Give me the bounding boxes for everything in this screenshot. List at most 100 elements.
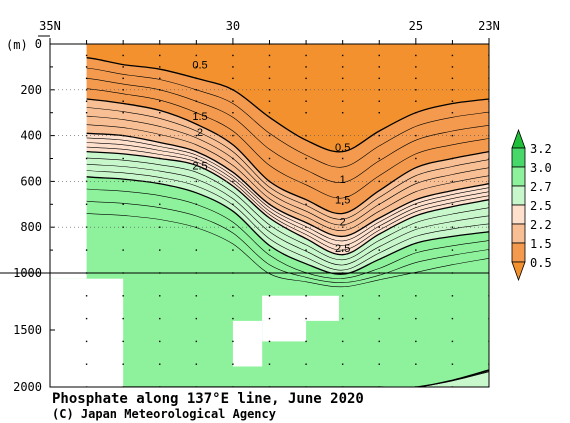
sample-point [122, 180, 124, 183]
sample-point [378, 100, 380, 102]
sample-point [195, 180, 198, 183]
sample-point [451, 295, 454, 297]
sample-point [415, 203, 417, 205]
contour-line-minor [50, 105, 489, 220]
sample-point [122, 226, 124, 228]
sample-point [159, 157, 161, 160]
sample-point [232, 226, 234, 228]
sample-point [451, 89, 454, 91]
sample-point [122, 295, 124, 297]
sample-point [305, 317, 307, 320]
sample-point [159, 134, 161, 137]
sample-point [159, 100, 161, 102]
sample-point [451, 340, 454, 343]
sample-point [378, 226, 380, 228]
colorbar-swatch [511, 242, 526, 263]
sample-point [85, 295, 88, 297]
y-tick-label: 0 [35, 37, 42, 51]
sample-point [232, 180, 234, 183]
sample-point [378, 340, 380, 343]
sample-point [195, 249, 198, 251]
missing-data-regions [50, 44, 340, 387]
sample-point [85, 66, 88, 68]
colorbar-label: 3.0 [530, 161, 552, 175]
sample-point [159, 77, 161, 80]
sample-point [232, 134, 234, 137]
sample-point [305, 340, 307, 343]
contour-line-minor [50, 154, 489, 261]
sample-point [122, 317, 124, 320]
sample-point [378, 317, 380, 320]
x-axis: 35N 30 25 23N [38, 19, 500, 44]
sample-point [195, 89, 198, 91]
sample-point [415, 77, 417, 80]
sample-point [232, 89, 234, 91]
sample-point [378, 134, 380, 137]
sample-point [85, 157, 88, 160]
sample-point [232, 363, 234, 365]
contour-label: 0.5 [335, 142, 350, 154]
sample-point [232, 77, 234, 80]
sample-point [268, 363, 271, 365]
colorbar-bottom-arrow [511, 261, 526, 282]
colorbar-label: 1.5 [530, 237, 552, 251]
sample-point [232, 100, 234, 102]
sample-point [268, 249, 271, 251]
sample-point [195, 363, 198, 365]
sample-point [85, 112, 88, 114]
sample-point [122, 340, 124, 343]
sample-point [378, 295, 380, 297]
sample-point [232, 340, 234, 343]
contour-line-2.5-2.7 [50, 171, 489, 275]
sample-point [268, 180, 271, 183]
sample-point [195, 203, 198, 205]
sample-point [378, 157, 380, 160]
sample-point [195, 134, 198, 137]
sample-point [451, 363, 454, 365]
sample-point [341, 112, 344, 114]
sample-point [195, 340, 198, 343]
sample-point [85, 340, 88, 343]
sample-point [159, 180, 161, 183]
colorbar-label: 2.5 [530, 199, 552, 213]
colorbar-swatch [511, 166, 526, 187]
sample-point [195, 295, 198, 297]
sample-point [159, 295, 161, 297]
sample-point [122, 112, 124, 114]
sample-point [159, 54, 161, 57]
y-tick-label: 1500 [13, 323, 42, 337]
sample-point [232, 317, 234, 320]
sample-point [122, 54, 124, 57]
colorbar-label: 3.2 [530, 142, 552, 156]
sample-point [415, 340, 417, 343]
credit-line: (C) Japan Meteorological Agency [52, 407, 276, 421]
sample-point [268, 157, 271, 160]
x-tick-label: 30 [226, 19, 240, 33]
sample-point [305, 249, 307, 251]
sample-point [268, 203, 271, 205]
sample-point [159, 203, 161, 205]
sample-point [451, 112, 454, 114]
colorbar-swatch [511, 223, 526, 244]
sample-point [305, 100, 307, 102]
sample-point [232, 54, 234, 57]
sample-point [122, 89, 124, 91]
chart-title: Phosphate along 137°E line, June 2020 [52, 391, 364, 407]
contour-line-minor [50, 76, 489, 183]
sample-point [415, 226, 417, 228]
sample-point [305, 203, 307, 205]
contour-label: 2 [197, 127, 203, 139]
colorbar-swatch [511, 147, 526, 168]
sample-point [451, 249, 454, 251]
sample-point [268, 66, 271, 68]
sample-point [268, 112, 271, 114]
y-tick-label: 1000 [13, 266, 42, 280]
sample-point [85, 363, 88, 365]
sample-point [305, 54, 307, 57]
sample-point [195, 157, 198, 160]
colorbar-top-arrow [511, 128, 526, 149]
y-tick-label: 800 [20, 220, 42, 234]
sample-point [378, 249, 380, 251]
contour-line-2.2-2.5 [50, 148, 489, 256]
sample-point [341, 340, 344, 343]
